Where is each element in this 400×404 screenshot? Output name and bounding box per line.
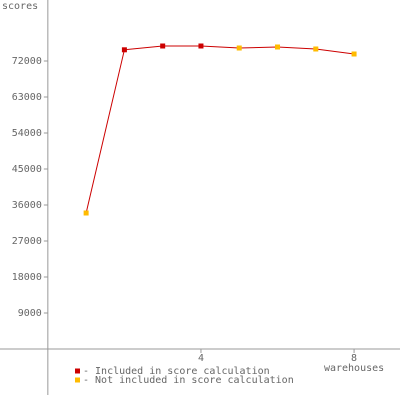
legend-label: - Not included in score calculation — [83, 375, 294, 386]
y-tick-label: 36000 — [12, 200, 42, 211]
y-tick-label: 72000 — [12, 56, 42, 67]
data-point — [121, 47, 127, 53]
legend-marker — [75, 377, 80, 383]
y-axis-label: scores — [2, 1, 38, 12]
y-tick-label: 9000 — [18, 308, 42, 319]
data-point — [313, 46, 319, 52]
legend-label: - Included in score calculation — [83, 366, 270, 377]
data-point — [198, 43, 204, 49]
y-tick-label: 27000 — [12, 236, 42, 247]
y-tick-label: 18000 — [12, 272, 42, 283]
legend-marker — [75, 368, 80, 374]
data-point — [236, 45, 242, 51]
y-tick-label: 54000 — [12, 128, 42, 139]
data-point — [351, 51, 357, 57]
x-tick-label: 4 — [198, 353, 204, 364]
y-tick-label: 63000 — [12, 92, 42, 103]
data-point — [83, 210, 89, 216]
data-point — [160, 43, 166, 49]
data-point — [275, 44, 281, 50]
y-tick-label: 45000 — [12, 164, 42, 175]
x-axis-label: warehouses — [324, 363, 384, 374]
data-line — [85, 45, 355, 214]
x-tick-label: 8 — [351, 353, 357, 364]
